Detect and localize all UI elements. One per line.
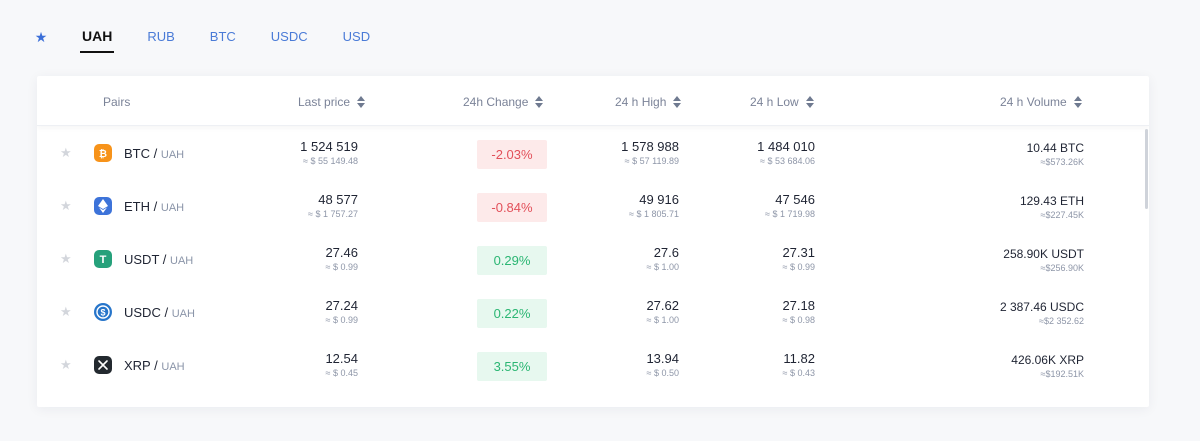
favorite-star-icon[interactable]: ★ (60, 357, 72, 372)
svg-text:$: $ (100, 308, 105, 318)
low-price: 27.31 ≈ $ 0.99 (782, 245, 815, 272)
tab-rub[interactable]: RUB (147, 28, 175, 44)
favorite-star-icon[interactable]: ★ (60, 145, 72, 160)
volume: 10.44 BTC ≈$573.26K (1026, 141, 1084, 167)
pair-name: BTC / UAH (124, 146, 185, 161)
low-price: 27.18 ≈ $ 0.98 (782, 298, 815, 325)
last-price: 48 577 ≈ $ 1 757.27 (308, 192, 358, 219)
header-24h-high[interactable]: 24 h High (615, 95, 682, 109)
pair-name: USDT / UAH (124, 252, 194, 267)
table-header: Pairs Last price 24h Change 24 h High 24… (37, 76, 1149, 126)
change-badge: -2.03% (477, 140, 547, 169)
pair-name: ETH / UAH (124, 199, 185, 214)
sort-icon[interactable] (805, 96, 814, 108)
scrollbar[interactable] (1145, 129, 1148, 209)
ethereum-icon (94, 197, 112, 215)
header-24h-change[interactable]: 24h Change (463, 95, 544, 109)
last-price: 27.24 ≈ $ 0.99 (325, 298, 358, 325)
high-price: 1 578 988 ≈ $ 57 119.89 (621, 139, 679, 166)
svg-text:T: T (100, 254, 107, 265)
volume: 258.90K USDT ≈$256.90K (1003, 247, 1084, 273)
change-badge: 0.22% (477, 299, 547, 328)
last-price: 1 524 519 ≈ $ 55 149.48 (300, 139, 358, 166)
tab-btc[interactable]: BTC (209, 28, 236, 44)
change-badge: -0.84% (477, 193, 547, 222)
favorites-star-icon[interactable]: ★ (34, 28, 48, 45)
low-price: 47 546 ≈ $ 1 719.98 (765, 192, 815, 219)
bitcoin-icon: ₿ (94, 144, 112, 162)
change-badge: 3.55% (477, 352, 547, 381)
usdc-icon: $ (94, 303, 112, 321)
pair-name: XRP / UAH (124, 358, 185, 373)
quote-currency-tabs: ★ UAH RUB BTC USDC USD (30, 22, 405, 53)
sort-icon[interactable] (1073, 96, 1082, 108)
sort-icon[interactable] (535, 96, 544, 108)
tether-icon: T (94, 250, 112, 268)
pair-name: USDC / UAH (124, 305, 195, 320)
svg-text:₿: ₿ (99, 148, 107, 159)
header-24h-low[interactable]: 24 h Low (750, 95, 814, 109)
high-price: 13.94 ≈ $ 0.50 (646, 351, 679, 378)
sort-icon[interactable] (357, 96, 366, 108)
table-row-usdt-uah[interactable]: ★ T USDT / UAH 27.46 ≈ $ 0.99 0.29% 27.6… (37, 235, 1137, 288)
header-24h-volume[interactable]: 24 h Volume (1000, 95, 1082, 109)
favorite-star-icon[interactable]: ★ (60, 198, 72, 213)
low-price: 11.82 ≈ $ 0.43 (782, 351, 815, 378)
xrp-icon (94, 356, 112, 374)
change-badge: 0.29% (477, 246, 547, 275)
header-last-price[interactable]: Last price (298, 95, 366, 109)
table-row-usdc-uah[interactable]: ★ $ USDC / UAH 27.24 ≈ $ 0.99 0.22% 27.6… (37, 288, 1137, 341)
favorite-star-icon[interactable]: ★ (60, 304, 72, 319)
last-price: 12.54 ≈ $ 0.45 (325, 351, 358, 378)
favorite-star-icon[interactable]: ★ (60, 251, 72, 266)
high-price: 27.6 ≈ $ 1.00 (646, 245, 679, 272)
table-row-eth-uah[interactable]: ★ ETH / UAH 48 577 ≈ $ 1 757.27 -0.84% 4… (37, 182, 1137, 235)
tab-usdc[interactable]: USDC (270, 28, 308, 44)
tab-usd[interactable]: USD (342, 28, 371, 44)
header-pairs: Pairs (103, 95, 131, 109)
table-row-btc-uah[interactable]: ★ ₿ BTC / UAH 1 524 519 ≈ $ 55 149.48 -2… (37, 129, 1137, 182)
table-row-xrp-uah[interactable]: ★ XRP / UAH 12.54 ≈ $ 0.45 3.55% 13.94 ≈… (37, 341, 1137, 394)
markets-table: Pairs Last price 24h Change 24 h High 24… (37, 76, 1149, 407)
low-price: 1 484 010 ≈ $ 53 684.06 (757, 139, 815, 166)
high-price: 27.62 ≈ $ 1.00 (646, 298, 679, 325)
tab-uah[interactable]: UAH (79, 24, 115, 53)
volume: 129.43 ETH ≈$227.45K (1019, 194, 1084, 220)
volume: 426.06K XRP ≈$192.51K (1011, 353, 1084, 379)
volume: 2 387.46 USDC ≈$2 352.62 (999, 300, 1084, 326)
sort-icon[interactable] (673, 96, 682, 108)
high-price: 49 916 ≈ $ 1 805.71 (629, 192, 679, 219)
last-price: 27.46 ≈ $ 0.99 (325, 245, 358, 272)
